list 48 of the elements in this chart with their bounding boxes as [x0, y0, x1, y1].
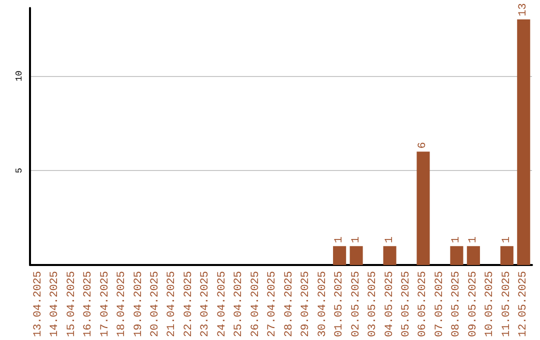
bar — [416, 152, 430, 265]
bar — [450, 246, 464, 265]
x-tick-label: 17.04.2025 — [99, 270, 112, 338]
data-label: 1 — [500, 236, 513, 244]
x-tick-label: 15.04.2025 — [66, 270, 78, 338]
x-tick-label: 11.05.2025 — [500, 270, 513, 338]
bar — [500, 246, 514, 265]
y-tick-label: 5 — [14, 168, 24, 174]
data-label: 6 — [417, 142, 430, 149]
bar — [350, 246, 363, 265]
data-label: 1 — [467, 236, 480, 244]
bar — [466, 246, 480, 265]
x-tick-label: 06.05.2025 — [417, 270, 430, 338]
x-tick-label: 24.04.2025 — [216, 270, 228, 338]
data-label: 1 — [350, 236, 362, 244]
x-tick-label: 23.04.2025 — [200, 270, 212, 338]
x-tick-label: 28.04.2025 — [283, 270, 296, 338]
data-label: 1 — [384, 236, 396, 244]
x-tick-label: 29.04.2025 — [300, 270, 312, 338]
x-tick-label: 19.04.2025 — [132, 270, 145, 338]
x-tick-label: 27.04.2025 — [266, 270, 279, 338]
x-tick-label: 13.04.2025 — [32, 270, 44, 338]
x-tick-label: 10.05.2025 — [484, 270, 496, 338]
x-tick-label: 14.04.2025 — [49, 270, 62, 338]
data-label: 13 — [518, 3, 530, 16]
bar — [383, 246, 396, 265]
x-tick-label: 30.04.2025 — [316, 270, 329, 338]
x-tick-label: 26.04.2025 — [250, 270, 262, 338]
x-tick-label: 02.05.2025 — [350, 270, 362, 338]
x-tick-label: 22.04.2025 — [182, 270, 195, 338]
x-tick-label: 03.05.2025 — [367, 270, 380, 338]
x-tick-label: 21.04.2025 — [166, 270, 178, 338]
x-tick-label: 04.05.2025 — [384, 270, 396, 338]
x-tick-label: 01.05.2025 — [334, 270, 346, 338]
data-label: 1 — [334, 236, 346, 244]
x-tick-label: 18.04.2025 — [116, 270, 128, 338]
y-tick-label: 10 — [14, 70, 24, 82]
data-label: 1 — [450, 236, 463, 244]
x-tick-label: 25.04.2025 — [233, 270, 246, 338]
x-tick-label: 09.05.2025 — [467, 270, 480, 338]
x-tick-label: 20.04.2025 — [150, 270, 162, 338]
x-tick-label: 12.05.2025 — [518, 270, 530, 338]
bar — [333, 246, 346, 265]
x-tick-label: 08.05.2025 — [450, 270, 463, 338]
x-tick-label: 07.05.2025 — [434, 270, 446, 338]
x-tick-label: 16.04.2025 — [82, 270, 95, 338]
bar — [517, 19, 530, 265]
x-tick-label: 05.05.2025 — [400, 270, 412, 338]
